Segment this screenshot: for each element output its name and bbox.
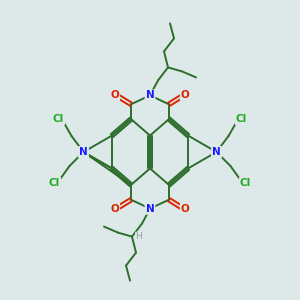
Text: N: N [146,204,154,214]
Text: N: N [212,147,221,157]
Text: Cl: Cl [240,178,251,188]
Text: O: O [181,90,190,100]
Text: N: N [79,147,88,157]
Text: Cl: Cl [53,114,64,124]
Text: O: O [181,204,190,214]
Text: H: H [136,232,142,241]
Text: Cl: Cl [236,114,247,124]
Text: O: O [110,204,119,214]
Text: N: N [146,90,154,100]
Text: Cl: Cl [49,178,60,188]
Text: O: O [110,90,119,100]
